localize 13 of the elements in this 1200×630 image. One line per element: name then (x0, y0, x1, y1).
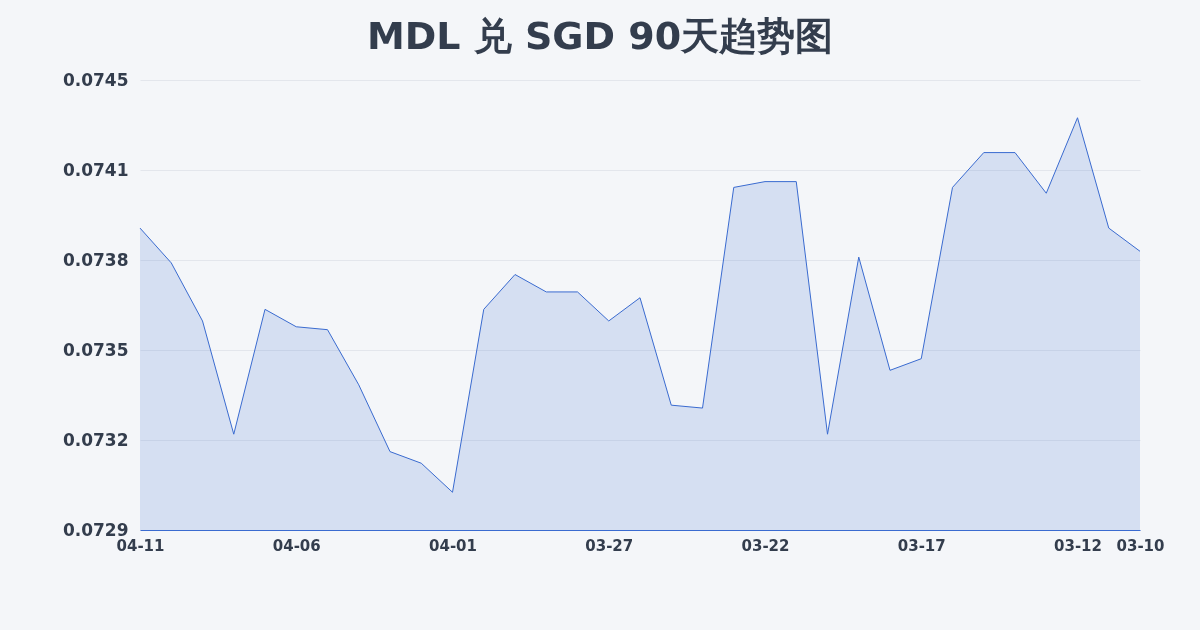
y-tick-label: 0.0741 (62, 159, 129, 180)
x-tick-label: 03-12 (1054, 536, 1102, 555)
x-tick-label: 04-01 (429, 536, 477, 555)
y-tick-label: 0.0738 (62, 249, 129, 270)
x-tick-label: 04-06 (272, 536, 321, 555)
chart-title: MDL 兑 SGD 90天趋势图 (366, 14, 834, 58)
x-tick-label: 03-27 (585, 536, 634, 555)
x-tick-label: 03-10 (1116, 536, 1165, 555)
y-tick-label: 0.0735 (62, 339, 129, 360)
x-tick-label: 03-17 (897, 536, 946, 555)
x-tick-label: 03-22 (741, 536, 790, 555)
y-tick-label: 0.0745 (62, 69, 129, 90)
y-tick-label: 0.0732 (62, 429, 129, 450)
